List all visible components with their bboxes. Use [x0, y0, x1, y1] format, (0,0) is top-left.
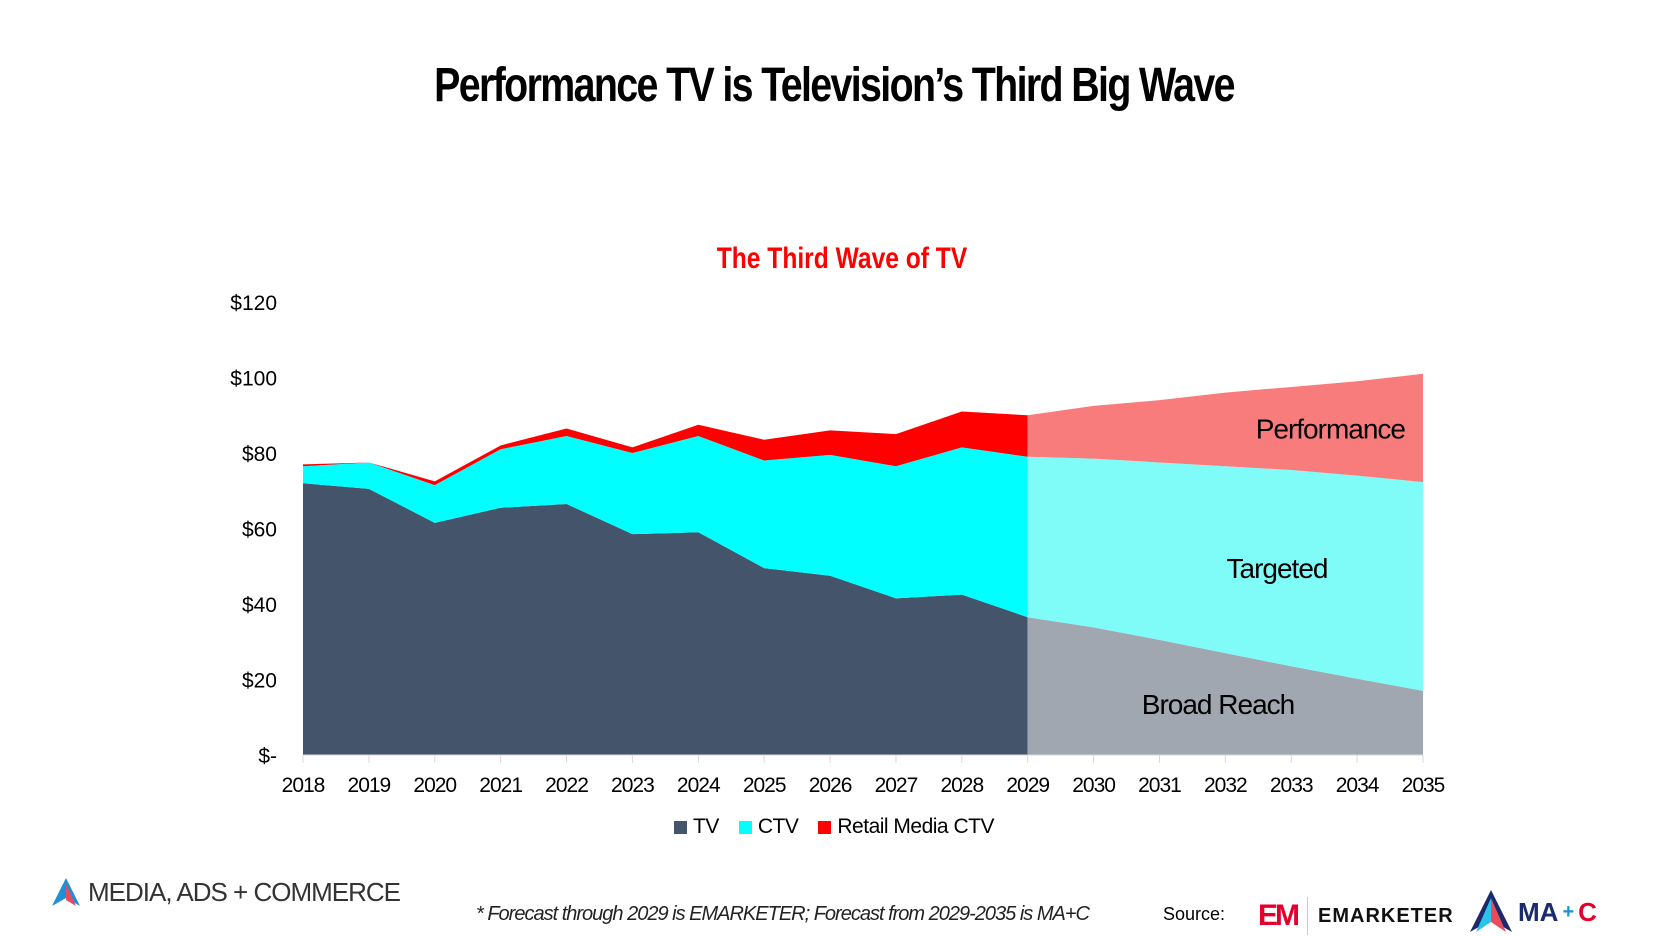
- x-tick-label: 2024: [677, 774, 721, 797]
- emarketer-logo: EM EMARKETER: [1258, 897, 1454, 935]
- legend-item: TV: [674, 815, 719, 839]
- legend-item: CTV: [738, 815, 799, 839]
- x-tick-label: 2033: [1270, 774, 1313, 797]
- x-tick-label: 2019: [348, 774, 391, 797]
- x-tick-label: 2018: [282, 774, 325, 797]
- chart-title: The Third Wave of TV: [717, 241, 968, 275]
- x-tick-label: 2028: [940, 774, 983, 797]
- page-title: Performance TV is Television’s Third Big…: [434, 59, 1235, 112]
- area-retail-media-ctv-forecast: [1027, 373, 1423, 483]
- legend-swatch: [674, 820, 688, 834]
- x-tick-label: 2021: [479, 774, 522, 797]
- area-ctv-actual: [303, 436, 1028, 618]
- forecast-label-1: Targeted: [1227, 553, 1328, 584]
- x-tick-label: 2022: [545, 774, 588, 797]
- x-tick-label: 2027: [875, 774, 918, 797]
- y-tick-label: $60: [242, 519, 277, 542]
- mac-ma: MA: [1518, 896, 1559, 927]
- area-ctv-forecast: [1027, 456, 1423, 691]
- forecast-note: * Forecast through 2029 is EMARKETER; Fo…: [476, 903, 1090, 925]
- mac-plus: +: [1562, 900, 1575, 923]
- x-tick-label: 2034: [1336, 774, 1380, 797]
- y-tick-label: $80: [242, 443, 277, 466]
- area-retail-media-ctv-actual: [303, 411, 1028, 486]
- chart-legend: TV CTV Retail Media CTV: [0, 815, 1668, 839]
- x-tick-label: 2035: [1402, 774, 1445, 797]
- brand-name: MEDIA, ADS + COMMERCE: [88, 877, 401, 907]
- y-tick-label: $20: [242, 670, 277, 693]
- x-tick-label: 2025: [743, 774, 786, 797]
- logo-divider: [1307, 897, 1308, 935]
- x-tick-label: 2026: [809, 774, 852, 797]
- area-tv-actual: [303, 483, 1028, 755]
- x-tick-label: 2020: [413, 774, 456, 797]
- y-tick-label: $120: [230, 292, 277, 315]
- emarketer-name: EMARKETER: [1318, 904, 1454, 927]
- y-tick-label: $40: [242, 594, 277, 617]
- mac-c: C: [1578, 896, 1597, 927]
- legend-swatch: [738, 820, 752, 834]
- x-tick-label: 2031: [1138, 774, 1181, 797]
- forecast-label-2: Performance: [1256, 413, 1406, 444]
- legend-swatch: [818, 820, 832, 834]
- x-tick-label: 2032: [1204, 774, 1247, 797]
- source-label: Source:: [1163, 904, 1226, 924]
- x-tick-label: 2030: [1072, 774, 1115, 797]
- legend-label: Retail Media CTV: [837, 815, 994, 838]
- mac-triangle-icon: [1470, 890, 1512, 932]
- emarketer-mark: EM: [1258, 899, 1300, 932]
- x-tick-label: 2023: [611, 774, 654, 797]
- x-tick-label: 2029: [1006, 774, 1049, 797]
- mac-triangle-icon: [52, 877, 80, 906]
- legend-label: CTV: [757, 815, 799, 838]
- legend-item: Retail Media CTV: [818, 815, 994, 839]
- legend-label: TV: [693, 815, 719, 838]
- forecast-label-0: Broad Reach: [1142, 689, 1294, 720]
- brand-logo: MEDIA, ADS + COMMERCE: [50, 877, 401, 908]
- mac-logo: MA + C: [1468, 890, 1597, 934]
- area-tv-forecast: [1027, 617, 1423, 755]
- y-tick-label: $-: [258, 745, 277, 768]
- y-tick-label: $100: [230, 368, 277, 391]
